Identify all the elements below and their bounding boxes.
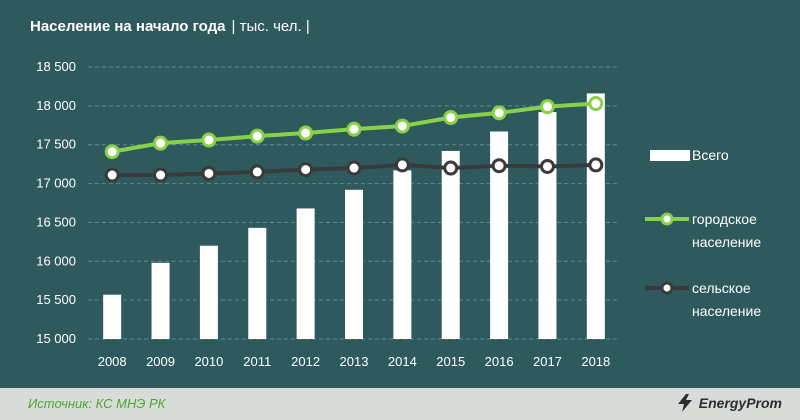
rural-point-2009 bbox=[153, 167, 169, 183]
bar-total-2017 bbox=[538, 112, 557, 340]
title-unit: | тыс. чел. | bbox=[231, 18, 310, 35]
chart-area: 15 000 15 500 16 000 16 500 17 000 17 500 18 0… bbox=[36, 59, 761, 369]
x-tick-label: 2012 bbox=[291, 354, 320, 369]
urban-point-2016 bbox=[491, 105, 507, 121]
energyprom-logo: EnergyProm bbox=[675, 394, 782, 412]
rural-point-2012 bbox=[298, 162, 314, 178]
x-axis-ticks: 2008 2009 2010 2011 2012 2013 2014 2015 2016 2017… bbox=[98, 354, 611, 369]
y-tick-label: 17 500 bbox=[36, 137, 76, 152]
x-tick-label: 2010 bbox=[194, 354, 223, 369]
x-tick-label: 2014 bbox=[388, 354, 417, 369]
urban-point-2011 bbox=[249, 128, 265, 144]
urban-point-2008 bbox=[104, 144, 120, 160]
x-tick-label: 2016 bbox=[485, 354, 514, 369]
y-tick-label: 16 000 bbox=[36, 253, 76, 268]
urban-point-2018 bbox=[588, 96, 604, 112]
y-tick-label: 18 000 bbox=[36, 98, 76, 113]
urban-series bbox=[104, 96, 604, 160]
y-tick-label: 16 500 bbox=[36, 214, 76, 229]
rural-point-2013 bbox=[346, 160, 362, 176]
bar-total-2013 bbox=[345, 189, 363, 339]
y-tick-label: 15 000 bbox=[36, 331, 76, 346]
rural-point-2015 bbox=[443, 160, 459, 176]
rural-point-2008 bbox=[104, 167, 120, 183]
legend-swatch-urban-marker bbox=[660, 212, 674, 226]
y-tick-label: 17 000 bbox=[36, 176, 76, 191]
legend-swatch-rural-marker bbox=[660, 281, 674, 295]
bar-total-2015 bbox=[441, 150, 460, 339]
footer: Источник: КС МНЭ РК EnergyProm bbox=[0, 388, 800, 420]
urban-point-2017 bbox=[539, 99, 555, 115]
legend-label-rural-1: сельское bbox=[692, 280, 751, 296]
rural-point-2011 bbox=[249, 164, 265, 180]
x-tick-label: 2009 bbox=[146, 354, 175, 369]
rural-point-2018 bbox=[588, 157, 604, 173]
x-tick-label: 2015 bbox=[436, 354, 465, 369]
source-text: Источник: КС МНЭ РК bbox=[28, 396, 166, 411]
urban-point-2009 bbox=[153, 135, 169, 151]
legend-swatch-total bbox=[650, 150, 690, 161]
x-tick-label: 2018 bbox=[581, 354, 610, 369]
urban-point-2013 bbox=[346, 121, 362, 137]
bar-total-2008 bbox=[103, 294, 122, 339]
x-tick-label: 2013 bbox=[340, 354, 369, 369]
urban-point-2015 bbox=[443, 110, 459, 126]
legend-label-urban-1: городское bbox=[692, 211, 757, 227]
legend-label-total: Всего bbox=[692, 147, 729, 163]
urban-point-2012 bbox=[298, 125, 314, 141]
bar-total-2018 bbox=[586, 93, 605, 340]
legend: Всего городское население сельское насел… bbox=[645, 147, 761, 319]
logo-text: EnergyProm bbox=[698, 395, 782, 411]
bar-total-2012 bbox=[296, 208, 315, 339]
y-axis-ticks: 15 000 15 500 16 000 16 500 17 000 17 500 18 0… bbox=[36, 59, 76, 346]
title-text: Население на начало года bbox=[30, 18, 226, 35]
chart-title: Население на начало года | тыс. чел. | bbox=[30, 18, 310, 35]
lightning-icon bbox=[677, 394, 692, 412]
legend-label-urban-2: население bbox=[692, 234, 761, 250]
rural-point-2010 bbox=[201, 165, 217, 181]
x-tick-label: 2008 bbox=[98, 354, 127, 369]
x-tick-label: 2011 bbox=[243, 354, 271, 369]
legend-label-rural-2: население bbox=[692, 303, 761, 319]
urban-point-2010 bbox=[201, 132, 217, 148]
rural-point-2014 bbox=[394, 157, 410, 173]
y-tick-label: 18 500 bbox=[36, 59, 76, 74]
bar-total-2011 bbox=[248, 227, 267, 339]
y-tick-label: 15 500 bbox=[36, 292, 76, 307]
x-tick-label: 2017 bbox=[533, 354, 562, 369]
urban-point-2014 bbox=[394, 118, 410, 134]
bar-total-2014 bbox=[393, 170, 412, 339]
bar-total-2010 bbox=[199, 245, 218, 339]
rural-point-2016 bbox=[491, 158, 507, 174]
rural-series bbox=[104, 157, 604, 183]
bar-total-2016 bbox=[490, 131, 509, 339]
bar-total-2009 bbox=[151, 262, 170, 339]
rural-point-2017 bbox=[539, 158, 555, 174]
